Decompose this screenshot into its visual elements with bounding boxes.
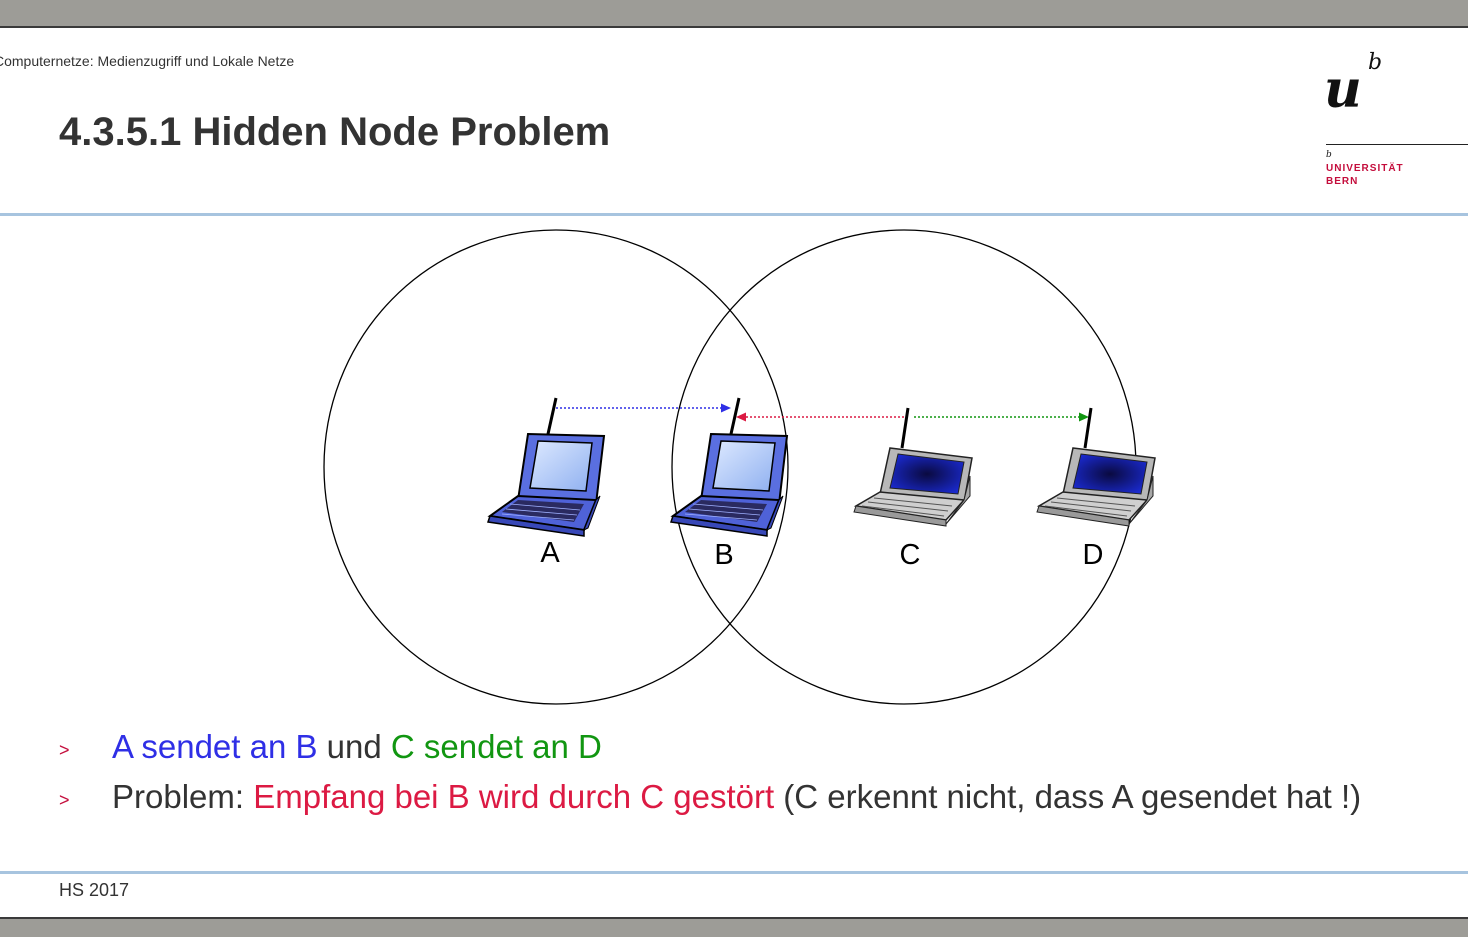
logo-b-superscript: b [1368,50,1383,75]
university-logo: u b b UNIVERSITÄT BERN [1322,50,1468,190]
logo-university: UNIVERSITÄT [1326,163,1404,174]
logo-bern: BERN [1326,176,1359,187]
bullet-text: A sendet an B und C sendet an D [112,728,602,766]
logo-u: u [1324,59,1362,120]
interference-text: Empfang bei B wird durch C gestört [253,778,775,815]
a-sends-text: A sendet an B [112,728,318,765]
bottom-bar [0,917,1468,937]
arrow-c-to-d [914,412,1089,422]
footer-rule [0,871,1468,874]
footer-semester: HS 2017 [59,880,130,900]
top-bar [0,0,1468,28]
bullet-marker: > [59,790,70,810]
slide-title: 4.3.5.1 Hidden Node Problem [59,110,611,154]
note-text: (C erkennt nicht, dass A gesendet hat !) [774,778,1362,815]
laptop-b-icon [670,397,789,537]
arrow-c-to-b-interference [736,412,904,422]
header-rule [0,213,1468,216]
laptop-c-icon [853,407,973,527]
bullet-text: Problem: Empfang bei B wird durch C gest… [112,778,1361,816]
logo-small-b: b [1326,150,1332,160]
problem-label: Problem: [112,778,254,815]
logo-divider [1326,144,1468,145]
laptop-a-icon [487,397,606,537]
range-circle-a [323,229,789,705]
node-label-d: D [1083,539,1104,571]
node-label-a: A [540,537,560,569]
course-title: Computernetze: Medienzugriff und Lokale … [0,53,295,69]
node-label-c: C [900,539,921,571]
node-label-b: B [714,539,733,571]
arrow-a-to-b [556,403,731,413]
laptop-d-icon [1036,407,1156,527]
bullet-marker: > [59,740,70,760]
c-sends-text: C sendet an D [390,728,602,765]
und-text: und [317,728,391,765]
